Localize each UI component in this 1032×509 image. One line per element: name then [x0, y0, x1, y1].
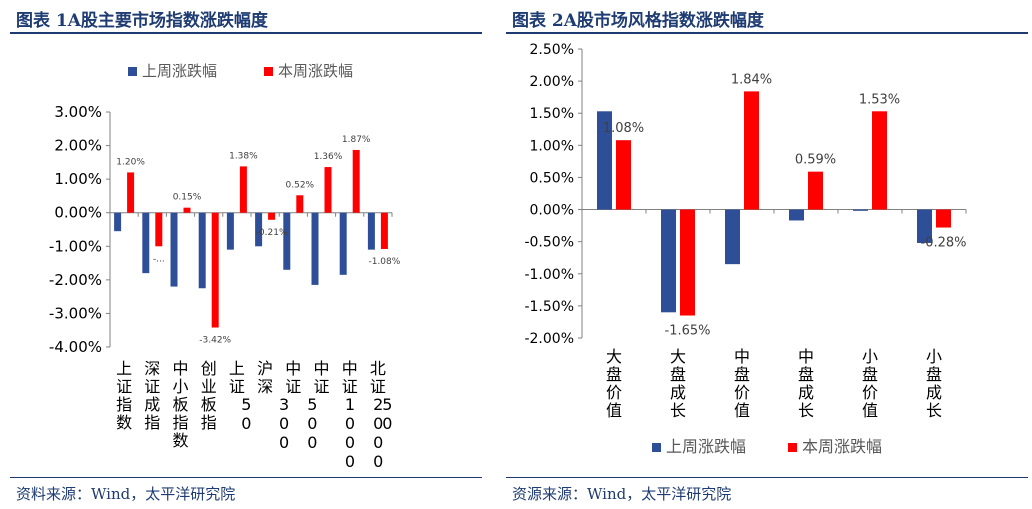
- y-tick-label: -1.00%: [49, 237, 102, 255]
- category-label: 中小板指数: [172, 359, 188, 450]
- y-tick-label: -2.00%: [49, 271, 102, 289]
- bar-prev-week-1: [661, 209, 676, 313]
- legend-swatch: [128, 67, 137, 76]
- data-label: 0.52%: [286, 180, 315, 190]
- chart-title-left: 图表 1A股主要市场指数涨跌幅度: [16, 11, 268, 31]
- bar-this-week-1: [680, 209, 695, 316]
- bar-prev-week-5: [917, 209, 932, 243]
- chart-panel-right: 图表 2A股市场风格指数涨跌幅度 2.50% 2.00% 1.50% 1.00% 0.5…: [496, 0, 1032, 509]
- bar-prev-week-2: [170, 212, 178, 287]
- y-tick-label: 1.00%: [54, 170, 102, 188]
- source-rule-left: [10, 477, 482, 478]
- bar-prev-week-0: [597, 111, 612, 210]
- bar-this-week-0: [127, 172, 135, 213]
- bar-prev-week-3: [198, 212, 206, 289]
- data-label: -0.21%: [256, 228, 288, 238]
- data-label: -...: [153, 254, 165, 264]
- category-label: 大盘价值: [606, 347, 622, 420]
- data-label: 1.08%: [603, 121, 644, 136]
- y-tick-label: -4.00%: [49, 338, 102, 356]
- bar-this-week-4: [872, 111, 887, 210]
- category-label: 中盘价值: [734, 347, 750, 420]
- category-label: 创业板指: [201, 359, 217, 432]
- bar-chart-left: 3.00% 2.00% 1.00% 0.00% -1.00% -2.00% -3.00% -4…: [49, 62, 401, 467]
- bar-this-week-5: [268, 212, 276, 220]
- bar-prev-week-3: [789, 209, 804, 221]
- bar-this-week-8: [352, 149, 360, 213]
- bar-prev-week-0: [114, 212, 122, 232]
- y-tick-label: 2.50%: [530, 42, 574, 58]
- source-note-left: 资料来源：Wind，太平洋研究院: [16, 485, 236, 503]
- data-label: 0.59%: [795, 153, 836, 168]
- data-label: 1.84%: [731, 72, 772, 87]
- bar-prev-week-2: [725, 209, 740, 265]
- category-label: 上证 50: [218, 359, 256, 429]
- bar-this-week-5: [936, 209, 951, 228]
- legend-label: 上周涨跌幅: [666, 437, 746, 456]
- bar-this-week-1: [155, 212, 163, 247]
- bar-chart-right: 2.50% 2.00% 1.50% 1.00% 0.50% 0.00% -0.50% -1.0…: [524, 42, 967, 456]
- y-tick-label: -3.00%: [49, 304, 102, 322]
- bar-this-week-3: [211, 212, 219, 328]
- bar-this-week-3: [808, 171, 823, 210]
- legend-label: 上周涨跌幅: [142, 62, 217, 80]
- bar-prev-week-1: [142, 212, 150, 274]
- bar-prev-week-4: [226, 212, 234, 250]
- bar-this-week-6: [296, 195, 304, 213]
- source-rule-right: [506, 477, 1028, 478]
- y-tick-label: 2.00%: [530, 74, 574, 90]
- y-tick-label: -2.00%: [524, 331, 574, 347]
- legend-swatch: [652, 443, 661, 452]
- y-tick-label: -1.00%: [524, 267, 574, 283]
- bar-this-week-7: [324, 167, 332, 213]
- legend-swatch: [264, 67, 273, 76]
- category-label: 中盘成长: [798, 347, 814, 420]
- y-tick-label: -1.50%: [524, 299, 574, 315]
- data-label: 1.87%: [342, 135, 371, 145]
- title-rule-left: [10, 32, 482, 34]
- bar-prev-week-4: [853, 209, 868, 211]
- bar-this-week-2: [183, 207, 191, 213]
- bar-this-week-9: [380, 212, 388, 249]
- data-label: 1.20%: [116, 157, 145, 167]
- y-tick-label: 3.00%: [54, 103, 102, 121]
- data-label: 1.38%: [229, 151, 258, 161]
- title-rule-right: [506, 32, 1028, 34]
- data-label: -1.08%: [368, 257, 400, 267]
- bar-this-week-4: [239, 166, 247, 213]
- data-label: 1.53%: [859, 92, 900, 107]
- category-label: 北证 50: [359, 359, 397, 429]
- y-tick-label: 0.00%: [54, 204, 102, 222]
- legend-label: 本周涨跌幅: [278, 62, 353, 80]
- category-label: 小盘成长: [926, 347, 942, 420]
- category-label: 深证成指: [144, 359, 160, 432]
- bar-prev-week-8: [339, 212, 347, 275]
- y-tick-label: 2.00%: [54, 137, 102, 155]
- data-label: 0.15%: [173, 193, 202, 203]
- category-label: 上证指数: [116, 359, 132, 432]
- data-label: -1.65%: [665, 324, 711, 339]
- bar-prev-week-5: [255, 212, 263, 247]
- category-label: 小盘价值: [862, 347, 878, 420]
- y-tick-label: 0.50%: [530, 170, 574, 186]
- y-tick-label: -0.50%: [524, 235, 574, 251]
- data-label: -3.42%: [199, 336, 231, 346]
- bar-this-week-2: [744, 91, 759, 210]
- bar-prev-week-6: [283, 212, 291, 270]
- chart-panel-left: 图表 1A股主要市场指数涨跌幅度 3.00% 2.00% 1.00% 0.00% -1.…: [0, 0, 486, 509]
- y-tick-label: 0.00%: [530, 203, 574, 219]
- bar-prev-week-9: [367, 212, 375, 250]
- data-label: -0.28%: [921, 236, 967, 251]
- y-tick-label: 1.00%: [530, 138, 574, 154]
- y-tick-label: 1.50%: [530, 106, 574, 122]
- category-label: 大盘成长: [670, 347, 686, 420]
- source-note-right: 资源来源：Wind，太平洋研究院: [512, 485, 732, 503]
- data-label: 1.36%: [314, 152, 343, 162]
- bar-this-week-0: [616, 140, 631, 210]
- legend-label: 本周涨跌幅: [802, 437, 882, 456]
- bar-prev-week-7: [311, 212, 319, 285]
- legend-swatch: [788, 443, 797, 452]
- chart-title-right: 图表 2A股市场风格指数涨跌幅度: [512, 11, 764, 31]
